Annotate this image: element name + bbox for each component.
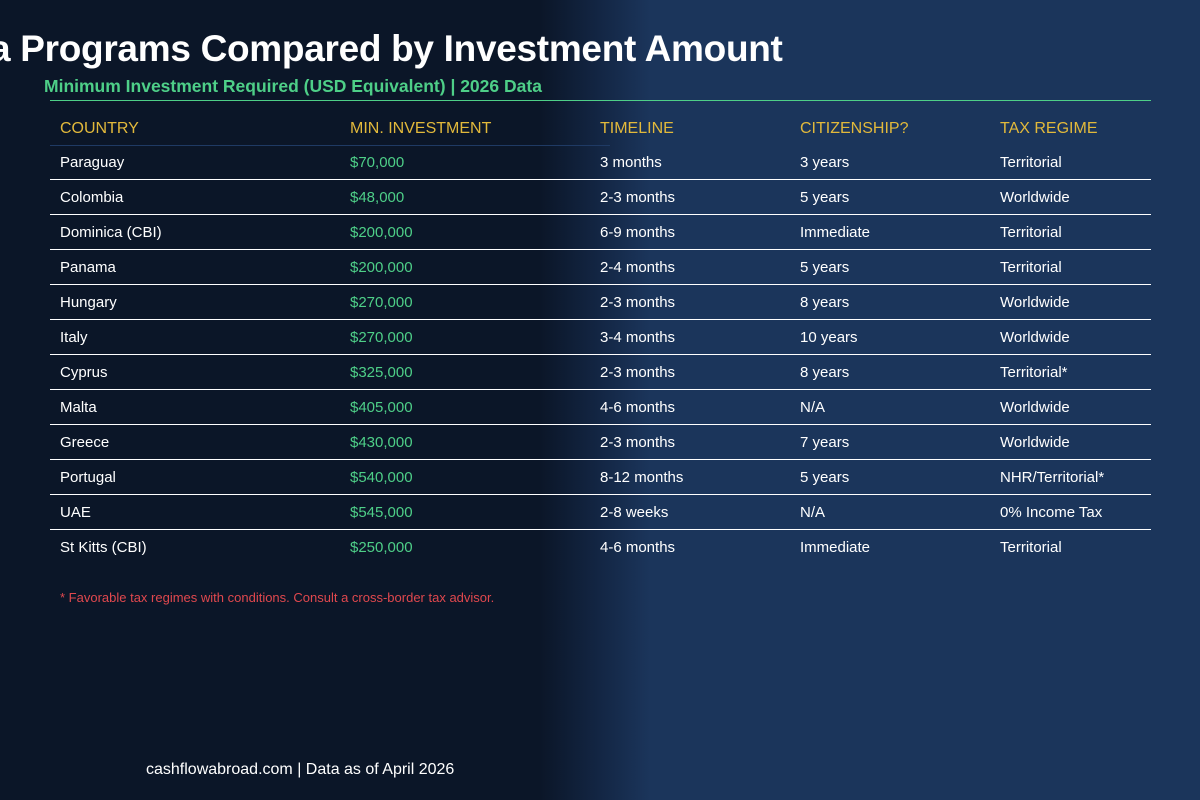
page-subtitle: Minimum Investment Required (USD Equival… [44, 76, 542, 96]
cell-country: UAE [60, 504, 91, 521]
cell-country: St Kitts (CBI) [60, 539, 147, 556]
cell-citizenship: 10 years [800, 329, 858, 346]
cell-min-investment: $270,000 [350, 329, 413, 346]
table-row: Paraguay $70,000 3 months 3 years Territoria… [50, 145, 1151, 180]
page-title: a Programs Compared by Investment Amount [0, 28, 783, 69]
cell-citizenship: 5 years [800, 189, 850, 206]
cell-tax-regime: Territorial* [1000, 364, 1068, 381]
cell-timeline: 2-3 months [600, 189, 676, 206]
cell-citizenship: 5 years [800, 259, 850, 276]
cell-country: Portugal [60, 469, 116, 486]
cell-country: Panama [60, 259, 116, 276]
cell-timeline: 4-6 months [600, 539, 676, 556]
table-row: Portugal $540,000 8-12 months 5 years NHR/Te… [50, 460, 1151, 495]
cell-timeline: 8-12 months [600, 469, 684, 486]
table-row: Dominica (CBI) $200,000 6-9 months Immediat… [50, 215, 1151, 250]
cell-tax-regime: Territorial [1000, 259, 1062, 276]
cell-timeline: 2-3 months [600, 294, 676, 311]
cell-tax-regime: Worldwide [1000, 434, 1070, 451]
table-row: Greece $430,000 2-3 months 7 years Worldwide [50, 425, 1151, 460]
cell-min-investment: $405,000 [350, 399, 413, 416]
cell-timeline: 2-4 months [600, 259, 676, 276]
cell-tax-regime: Worldwide [1000, 329, 1070, 346]
table-row: Colombia $48,000 2-3 months 5 years Worldwid… [50, 180, 1151, 215]
cell-min-investment: $325,000 [350, 364, 413, 381]
cell-citizenship: N/A [800, 504, 826, 521]
cell-country: Dominica (CBI) [60, 224, 162, 241]
cell-citizenship: Immediate [800, 539, 871, 556]
cell-country: Paraguay [60, 154, 125, 171]
cell-country: Greece [60, 434, 110, 451]
cell-tax-regime: Territorial [1000, 539, 1062, 556]
cell-min-investment: $200,000 [350, 259, 413, 276]
cell-timeline: 2-3 months [600, 364, 676, 381]
divider [50, 100, 1151, 101]
column-header-min-investment: MIN. INVESTMENT [350, 120, 492, 137]
cell-citizenship: N/A [800, 399, 826, 416]
cell-min-investment: $70,000 [350, 154, 405, 171]
column-header-tax-regime: TAX REGIME [1000, 120, 1098, 137]
table-row: Italy $270,000 3-4 months 10 years Worldwide [50, 320, 1151, 355]
cell-timeline: 2-3 months [600, 434, 676, 451]
cell-tax-regime: Worldwide [1000, 189, 1070, 206]
cell-country: Cyprus [60, 364, 108, 381]
column-header-timeline: TIMELINE [600, 120, 674, 137]
cell-country: Hungary [60, 294, 117, 311]
cell-min-investment: $250,000 [350, 539, 413, 556]
cell-citizenship: 8 years [800, 294, 850, 311]
cell-country: Colombia [60, 189, 124, 206]
cell-timeline: 2-8 weeks [600, 504, 669, 521]
table-row: UAE $545,000 2-8 weeks N/A 0% Income Tax [50, 495, 1151, 530]
cell-min-investment: $200,000 [350, 224, 413, 241]
cell-min-investment: $545,000 [350, 504, 413, 521]
cell-citizenship: 8 years [800, 364, 850, 381]
column-header-country: COUNTRY [60, 120, 139, 137]
cell-tax-regime: Territorial [1000, 224, 1062, 241]
cell-tax-regime: 0% Income Tax [1000, 504, 1103, 521]
cell-country: Malta [60, 399, 97, 416]
cell-min-investment: $270,000 [350, 294, 413, 311]
footer-source: cashflowabroad.com | Data as of April 20… [146, 761, 455, 778]
table-row: Malta $405,000 4-6 months N/A Worldwide [50, 390, 1151, 425]
cell-timeline: 4-6 months [600, 399, 676, 416]
cell-timeline: 3 months [600, 154, 662, 171]
column-header-citizenship: CITIZENSHIP? [800, 120, 909, 137]
table-row: Hungary $270,000 2-3 months 8 years Worldwid… [50, 285, 1151, 320]
cell-timeline: 6-9 months [600, 224, 676, 241]
cell-tax-regime: NHR/Territorial* [1000, 469, 1105, 486]
cell-tax-regime: Worldwide [1000, 294, 1070, 311]
cell-tax-regime: Worldwide [1000, 399, 1070, 416]
comparison-table: COUNTRY MIN. INVESTMENT TIMELINE CITIZEN… [50, 110, 1151, 565]
table-row: Cyprus $325,000 2-3 months 8 years Territori… [50, 355, 1151, 390]
cell-min-investment: $48,000 [350, 189, 405, 206]
cell-tax-regime: Territorial [1000, 154, 1062, 171]
cell-min-investment: $430,000 [350, 434, 413, 451]
cell-citizenship: Immediate [800, 224, 871, 241]
table-header: COUNTRY MIN. INVESTMENT TIMELINE CITIZEN… [50, 110, 1151, 146]
cell-min-investment: $540,000 [350, 469, 413, 486]
table-row: St Kitts (CBI) $250,000 4-6 months Immediat… [50, 530, 1151, 565]
cell-citizenship: 5 years [800, 469, 850, 486]
cell-citizenship: 7 years [800, 434, 850, 451]
footnote: * Favorable tax regimes with conditions.… [60, 590, 495, 605]
cell-country: Italy [60, 329, 88, 346]
cell-timeline: 3-4 months [600, 329, 676, 346]
cell-citizenship: 3 years [800, 154, 850, 171]
table-row: Panama $200,000 2-4 months 5 years Territori… [50, 250, 1151, 285]
